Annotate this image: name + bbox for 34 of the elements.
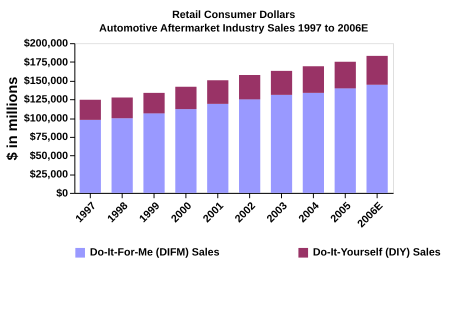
y-tick-label: $150,000 <box>24 75 68 88</box>
y-tick-label: $125,000 <box>24 94 68 106</box>
bar <box>239 99 260 193</box>
bar <box>143 92 165 114</box>
bar <box>80 120 101 193</box>
bar <box>80 100 101 120</box>
bar <box>270 94 292 193</box>
y-tick-label: $100,000 <box>24 112 68 124</box>
bar <box>270 70 292 95</box>
y-tick-label: $75,000 <box>30 131 68 144</box>
bar <box>143 113 165 193</box>
chart-title: Retail Consumer Dollars <box>172 9 296 22</box>
y-axis-title: $ in millions <box>5 76 22 160</box>
y-tick-label: $25,000 <box>30 168 68 181</box>
bar <box>207 104 228 193</box>
chart-subtitle: Automotive Aftermarket Industry Sales 1997 to 2006E <box>99 22 368 35</box>
y-tick-label: $175,000 <box>24 56 68 68</box>
bar <box>302 66 324 93</box>
bar <box>175 86 197 110</box>
bar <box>239 75 260 100</box>
y-tick-label: $200,000 <box>24 38 68 50</box>
bar <box>334 88 356 193</box>
legend-label: Do-It-For-Me (DIFM) Sales <box>90 246 220 259</box>
bar <box>334 62 356 88</box>
bar <box>112 97 133 118</box>
bar <box>175 109 197 193</box>
bar <box>112 118 133 193</box>
bar <box>302 92 324 193</box>
bar <box>366 56 388 85</box>
bar <box>207 80 228 104</box>
bar <box>366 84 388 193</box>
legend-label: Do-It-Yourself (DIY) Sales <box>312 246 441 259</box>
y-tick-label: $50,000 <box>30 150 68 162</box>
y-tick-label: $0 <box>56 187 68 200</box>
